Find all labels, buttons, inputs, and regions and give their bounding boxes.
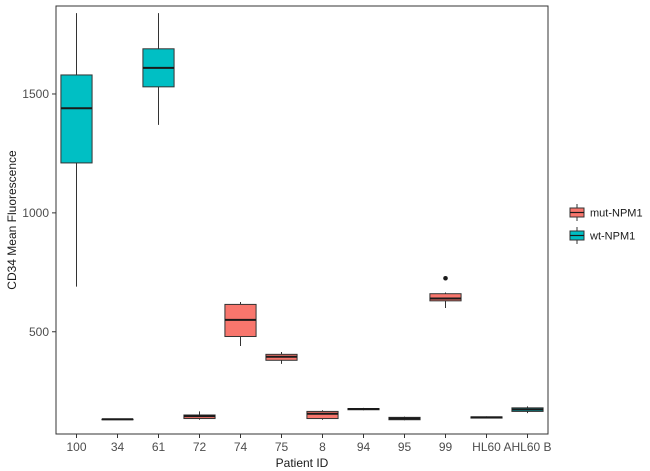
box-body (306, 410, 339, 420)
box-body (60, 74, 93, 164)
outlier-point (443, 275, 448, 281)
x-tick-label: 74 (234, 440, 248, 454)
x-tick-label: 8 (319, 440, 326, 454)
x-tick-label: 100 (66, 440, 86, 454)
x-axis-ticks: 100 34 61 72 74 75 8 94 95 99 HL60 AHL60 B (66, 434, 552, 454)
box-95 (388, 416, 421, 421)
legend: mut-NPM1 wt-NPM1 (569, 204, 643, 244)
x-tick-label: 75 (275, 440, 289, 454)
box-99 (429, 275, 462, 308)
box-100 (60, 13, 93, 287)
plot-panel (55, 5, 549, 435)
box-hl60 (470, 416, 503, 419)
x-tick-label: 72 (193, 440, 207, 454)
x-tick-label: 94 (357, 440, 371, 454)
y-tick-label: 1500 (22, 87, 49, 101)
x-axis-title: Patient ID (276, 456, 329, 470)
legend-item-wt-npm1: wt-NPM1 (569, 227, 635, 244)
box-8 (306, 410, 339, 420)
box-72 (183, 411, 216, 420)
box-body (429, 293, 462, 302)
x-tick-label: HL60 (472, 440, 501, 454)
x-tick-label: 95 (398, 440, 412, 454)
y-axis-ticks: 500 1000 1500 (22, 87, 56, 339)
legend-label: mut-NPM1 (590, 208, 643, 220)
box-75 (265, 351, 298, 364)
boxes (60, 13, 544, 421)
x-tick-label: 99 (439, 440, 453, 454)
box-74 (224, 302, 257, 347)
y-tick-label: 500 (29, 325, 49, 339)
box-34 (101, 418, 134, 421)
box-61 (142, 13, 175, 125)
box-94 (347, 407, 380, 411)
legend-label: wt-NPM1 (589, 231, 635, 243)
y-axis-title: CD34 Mean Fluorescence (5, 150, 19, 290)
panel-border (55, 5, 549, 435)
legend-item-mut-npm1: mut-NPM1 (569, 204, 643, 221)
y-tick-label: 1000 (22, 206, 49, 220)
box-ahl60-b (511, 406, 544, 414)
x-tick-label: AHL60 B (503, 440, 551, 454)
x-tick-label: 61 (152, 440, 166, 454)
x-tick-label: 34 (111, 440, 125, 454)
